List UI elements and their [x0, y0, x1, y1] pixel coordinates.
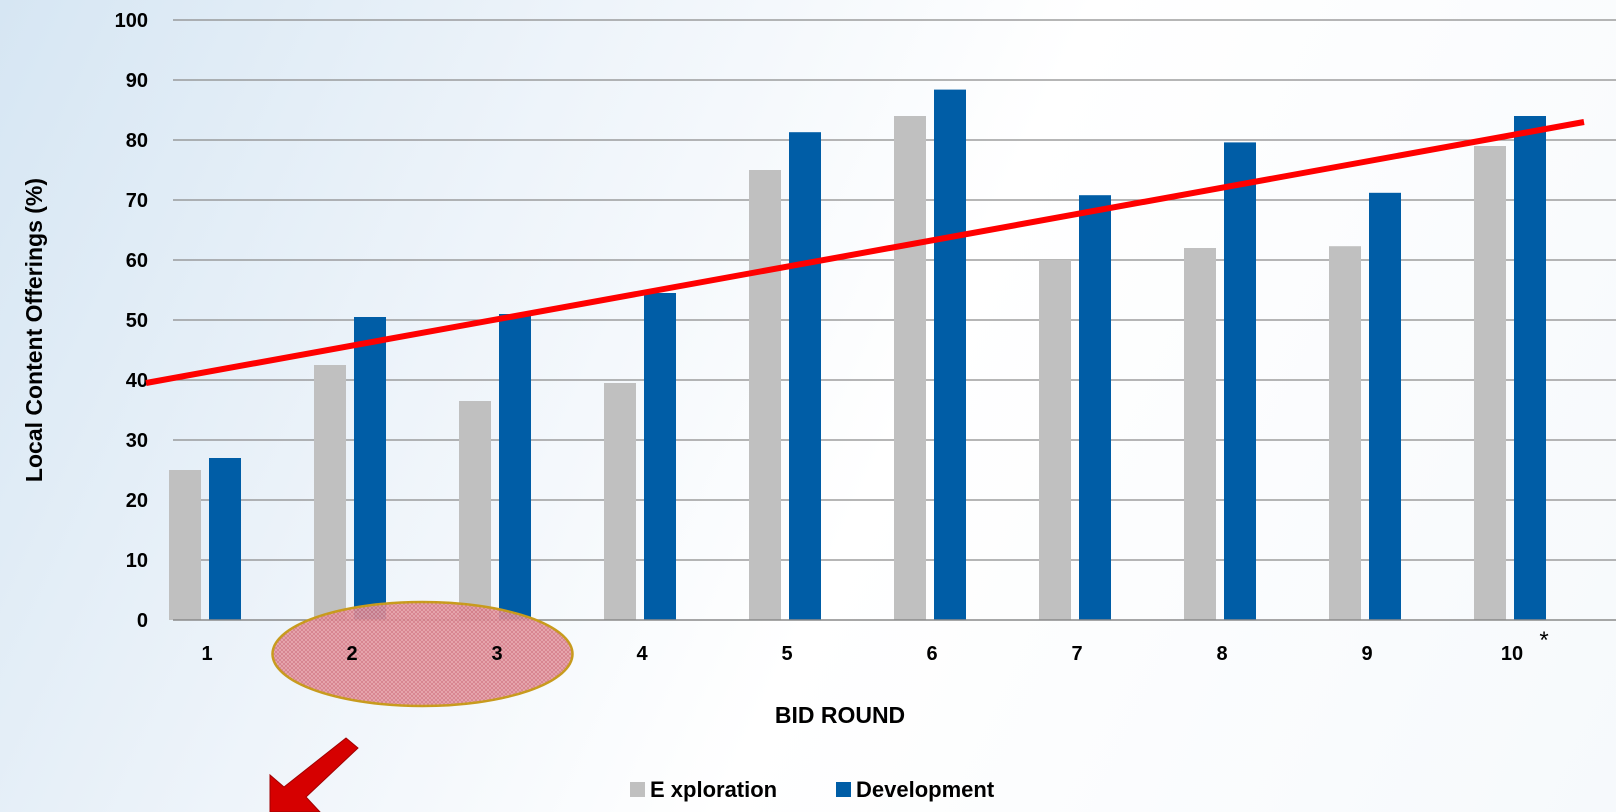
bar-exploration [1184, 248, 1216, 620]
bar-development [1224, 142, 1256, 620]
bar-exploration [459, 401, 491, 620]
legend-swatch [630, 782, 645, 797]
x-axis-ticks: 1 2 3 4 5 6 7 8 9 10 * [201, 627, 1548, 665]
x-tick-label: 6 [926, 643, 937, 665]
bar-exploration [749, 170, 781, 620]
y-tick-label: 40 [126, 370, 148, 392]
bar-exploration [169, 470, 201, 620]
bar-exploration [894, 116, 926, 620]
bar-exploration [1329, 246, 1361, 620]
legend-swatch [836, 782, 851, 797]
y-tick-label: 100 [115, 10, 148, 32]
bar-development [644, 293, 676, 620]
asterisk-note: * [1539, 627, 1548, 654]
y-tick-label: 50 [126, 310, 148, 332]
y-tick-label: 80 [126, 130, 148, 152]
x-tick-label: 10 [1501, 643, 1523, 665]
y-tick-label: 20 [126, 490, 148, 512]
bar-exploration [1039, 260, 1071, 620]
bar-development [209, 458, 241, 620]
y-tick-label: 90 [126, 70, 148, 92]
bar-development [1369, 192, 1401, 621]
x-tick-label: 2 [346, 643, 357, 665]
y-tick-label: 10 [126, 550, 148, 572]
bars [169, 89, 1546, 621]
legend-label: Development [856, 777, 995, 802]
highlight-ellipse-group [271, 600, 574, 708]
bar-exploration [314, 365, 346, 620]
bar-exploration [604, 383, 636, 620]
x-tick-label: 4 [636, 643, 648, 665]
highlight-ellipse [271, 600, 574, 708]
bar-development [1514, 116, 1546, 620]
y-axis-ticks: 0 10 20 30 40 50 60 70 80 90 100 [115, 10, 148, 632]
y-tick-label: 70 [126, 190, 148, 212]
x-tick-label: 7 [1071, 643, 1082, 665]
x-axis-title: BID ROUND [775, 702, 905, 728]
trendline [145, 119, 1585, 386]
bar-exploration [1474, 146, 1506, 620]
bar-development [1079, 195, 1111, 620]
bar-development [354, 317, 386, 620]
bar-development [789, 132, 821, 620]
y-axis-title: Local Content Offerings (%) [21, 178, 47, 482]
x-tick-label: 8 [1216, 643, 1227, 665]
y-tick-label: 30 [126, 430, 148, 452]
y-tick-label: 0 [137, 610, 148, 632]
y-tick-label: 60 [126, 250, 148, 272]
x-tick-label: 5 [781, 643, 792, 665]
arrow-shape [269, 737, 359, 812]
x-tick-label: 1 [201, 643, 212, 665]
x-tick-label: 9 [1361, 643, 1372, 665]
bar-development [499, 314, 531, 620]
bar-development [934, 89, 966, 621]
legend-label: E xploration [650, 777, 777, 802]
x-tick-label: 3 [491, 643, 502, 665]
arrow-icon [269, 737, 359, 812]
legend: E xploration Development [630, 777, 995, 802]
